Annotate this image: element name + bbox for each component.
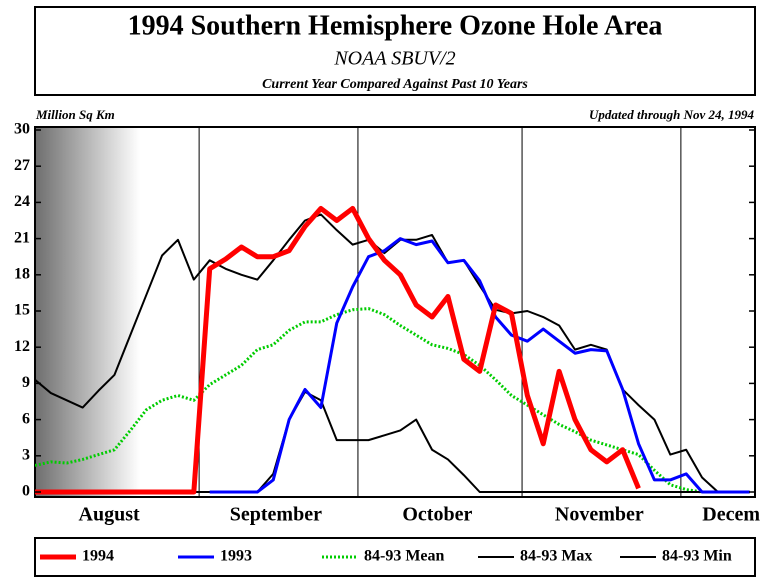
- y-tick-label: 15: [14, 302, 30, 319]
- y-axis-label: Million Sq Km: [35, 107, 115, 122]
- series-line: [35, 205, 641, 495]
- y-tick-label: 0: [22, 483, 30, 500]
- y-tick-label: 24: [14, 193, 30, 210]
- legend-label: 84-93 Mean: [364, 548, 445, 565]
- x-tick-label: August: [79, 504, 140, 526]
- legend-box: [34, 537, 756, 577]
- chart-subtitle2: Current Year Compared Against Past 10 Ye…: [262, 77, 528, 92]
- x-tick-label: Decem: [702, 504, 760, 526]
- x-tick-label: November: [555, 504, 644, 526]
- y-tick-label: 27: [14, 157, 30, 174]
- shading: [35, 127, 140, 497]
- series-line: [35, 307, 750, 494]
- title-box: [34, 6, 756, 96]
- series-line: [35, 390, 750, 493]
- legend-label: 1994: [82, 548, 114, 565]
- y-tick-label: 12: [14, 338, 30, 355]
- y-tick-label: 18: [14, 265, 30, 282]
- legend-label: 1993: [220, 548, 252, 565]
- y-tick-label: 30: [14, 121, 30, 138]
- y-tick-label: 21: [14, 229, 30, 246]
- chart-subtitle: NOAA SBUV/2: [333, 48, 455, 70]
- y-tick-label: 6: [22, 410, 30, 427]
- legend-label: 84-93 Max: [520, 548, 592, 565]
- y-tick-label: 9: [22, 374, 30, 391]
- x-tick-label: October: [402, 504, 472, 526]
- x-tick-label: September: [230, 504, 322, 526]
- series-line: [209, 237, 750, 494]
- annotation: Updated through Nov 24, 1994: [589, 107, 755, 122]
- legend-label: 84-93 Min: [662, 548, 732, 565]
- y-tick-label: 3: [22, 446, 30, 463]
- chart-title: 1994 Southern Hemisphere Ozone Hole Area: [128, 10, 663, 41]
- plot-frame: [34, 126, 756, 498]
